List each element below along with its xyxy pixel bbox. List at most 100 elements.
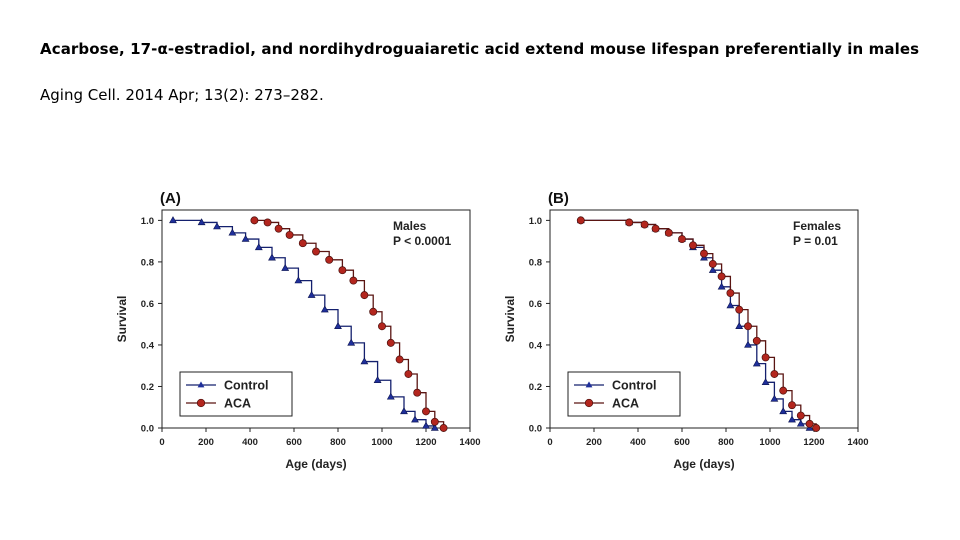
data-point — [788, 401, 796, 410]
annotation-line: P = 0.01 — [793, 234, 838, 248]
data-point — [268, 253, 276, 261]
data-point — [430, 423, 439, 431]
data-point — [735, 305, 744, 314]
x-tick-label: 600 — [674, 437, 690, 448]
data-point — [378, 322, 386, 331]
data-point — [726, 301, 735, 309]
data-point — [735, 322, 744, 329]
legend-marker — [585, 381, 593, 388]
legend-label: ACA — [612, 397, 639, 411]
series-control — [169, 216, 439, 431]
data-point — [411, 415, 419, 423]
data-point — [796, 419, 805, 427]
data-point — [708, 260, 717, 268]
y-tick-label: 0.4 — [141, 340, 155, 351]
data-point — [334, 322, 342, 329]
x-tick-label: 400 — [242, 437, 258, 448]
data-point — [422, 407, 430, 416]
data-point — [349, 276, 358, 285]
data-point — [752, 336, 761, 345]
data-point — [263, 218, 272, 227]
data-point — [320, 305, 329, 313]
legend-marker — [196, 398, 206, 408]
data-point — [726, 289, 735, 297]
data-point — [770, 370, 779, 378]
data-point — [625, 218, 634, 227]
slide-title: Acarbose, 17-α-estradiol, and nordihydro… — [40, 40, 920, 58]
x-tick-label: 800 — [718, 437, 734, 448]
data-point — [241, 234, 250, 242]
data-point — [805, 419, 814, 428]
x-tick-label: 0 — [547, 437, 552, 448]
data-point — [708, 266, 717, 273]
data-point — [281, 263, 290, 271]
data-point — [689, 241, 697, 250]
data-point — [213, 222, 221, 230]
x-tick-label: 600 — [286, 437, 302, 448]
data-point — [386, 338, 395, 347]
data-point — [413, 388, 422, 397]
legend-box — [179, 371, 293, 417]
y-tick-label: 0.4 — [529, 340, 543, 351]
legend-marker — [197, 381, 205, 388]
data-point — [664, 228, 673, 237]
data-point — [360, 291, 369, 300]
data-point — [717, 282, 726, 290]
data-point — [386, 392, 395, 400]
data-point — [169, 216, 177, 224]
data-point — [761, 378, 770, 386]
data-point — [404, 370, 413, 378]
data-point — [779, 407, 788, 415]
legend: Control ACA — [567, 371, 681, 417]
data-point — [312, 247, 320, 256]
y-tick-label: 0.0 — [529, 424, 542, 435]
x-tick-label: 200 — [198, 437, 214, 448]
data-point — [422, 421, 430, 429]
x-tick-label: 1200 — [803, 437, 824, 448]
x-axis-label: Age (days) — [673, 457, 734, 471]
x-tick-label: 0 — [159, 437, 164, 448]
citation: Aging Cell. 2014 Apr; 13(2): 273–282. — [40, 86, 324, 104]
y-axis-label: Survival — [503, 296, 517, 343]
y-tick-label: 0.2 — [529, 382, 542, 393]
data-point — [285, 230, 294, 239]
data-point — [651, 224, 660, 233]
data-point — [254, 243, 263, 251]
data-point — [250, 216, 259, 225]
series-aca — [250, 216, 448, 432]
data-point — [717, 272, 726, 281]
x-axis-label: Age (days) — [285, 457, 346, 471]
data-point — [779, 386, 788, 395]
data-point — [274, 224, 283, 233]
data-point — [761, 353, 770, 362]
annotation-line: P < 0.0001 — [393, 234, 451, 248]
series-aca — [576, 216, 821, 432]
data-point — [373, 376, 382, 383]
x-tick-label: 1400 — [459, 437, 480, 448]
y-tick-label: 0.8 — [529, 257, 542, 268]
data-point — [338, 266, 347, 275]
data-point — [395, 355, 404, 364]
data-point — [307, 290, 316, 298]
data-point — [439, 424, 448, 432]
data-point — [744, 322, 752, 331]
data-point — [325, 255, 334, 264]
y-tick-label: 0.2 — [141, 382, 154, 393]
annotation-line: Females — [793, 219, 841, 233]
data-point — [347, 338, 356, 346]
data-point — [812, 424, 821, 432]
legend-label: Control — [224, 379, 268, 393]
legend-label: Control — [612, 379, 656, 393]
x-tick-label: 1000 — [371, 437, 392, 448]
y-tick-label: 1.0 — [141, 216, 154, 227]
x-tick-label: 200 — [586, 437, 602, 448]
data-point — [228, 228, 237, 236]
legend: Control ACA — [179, 371, 293, 417]
data-point — [400, 407, 408, 415]
data-point — [430, 417, 439, 426]
x-tick-label: 1200 — [415, 437, 436, 448]
legend-marker — [584, 398, 594, 408]
y-tick-label: 1.0 — [529, 216, 542, 227]
x-tick-label: 400 — [630, 437, 646, 448]
